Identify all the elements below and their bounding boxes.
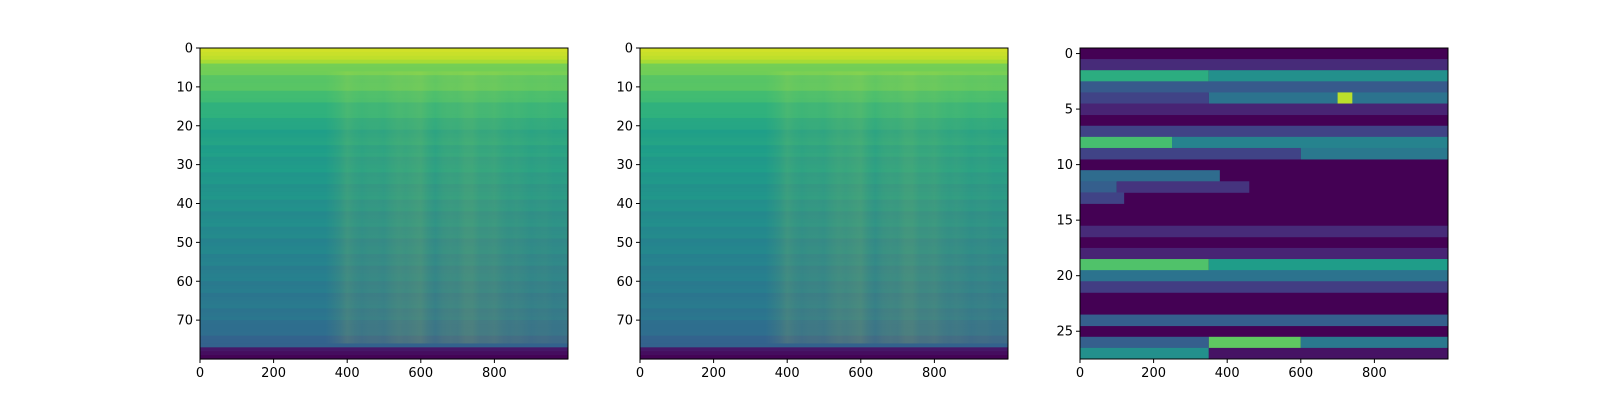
x-tick-label: 600 [408, 366, 433, 381]
heatmap-row-1-1 [200, 51, 568, 57]
heatmap-row-1-79 [200, 355, 568, 360]
heatmap-segment-3-19-1 [1208, 259, 1448, 271]
activity-overlay-1 [200, 71, 568, 344]
heatmap-segment-3-9-0 [1080, 147, 1301, 160]
heatmap-panel-1: 0 200 400 600 800 0 10 20 30 40 50 60 70 [176, 42, 569, 381]
y-tick-label: 70 [616, 314, 633, 329]
x-tick-label: 800 [922, 366, 947, 381]
y-tick-label: 20 [616, 119, 633, 134]
heatmap-row-1-77 [200, 347, 568, 352]
heatmap-segment-3-26-0 [1080, 336, 1209, 349]
heatmap-segment-3-11-0 [1080, 170, 1220, 182]
y-tick-label: 25 [1056, 325, 1073, 340]
heatmap-row-2-78 [640, 351, 1008, 356]
x-tick-label: 400 [775, 366, 800, 381]
heatmap-row-1-78 [200, 351, 568, 356]
y-tick-label: 50 [176, 236, 193, 251]
heatmap-segment-3-16-0 [1080, 225, 1448, 238]
heatmap-segment-3-27-1 [1208, 347, 1448, 360]
heatmap-segment-3-4-2 [1337, 92, 1353, 104]
y-tick-label: 10 [176, 80, 193, 95]
heatmap-panel-3: 0 200 400 600 800 0 5 10 15 20 25 [1056, 47, 1449, 381]
x-tick-label: 600 [1288, 366, 1313, 381]
heatmap-segment-3-27-0 [1080, 347, 1209, 360]
heatmap-segment-3-1-0 [1080, 59, 1448, 71]
heatmap-segment-3-2-1 [1208, 70, 1448, 82]
y-tick-label: 50 [616, 236, 633, 251]
heatmap-row-2-2 [640, 55, 1008, 61]
x-tick-label: 0 [636, 366, 644, 381]
heatmap-row-2-3 [640, 59, 1008, 65]
y-tick-label: 70 [176, 314, 193, 329]
heatmap-segment-3-4-0 [1080, 92, 1209, 104]
y-tick-label: 0 [185, 42, 193, 57]
heatmap-row-2-4 [640, 63, 1008, 69]
heatmap-segment-3-12-0 [1080, 181, 1117, 193]
y-tick-label: 20 [176, 119, 193, 134]
heatmap-row-2-79 [640, 355, 1008, 360]
y-tick-label: 5 [1065, 103, 1073, 118]
y-tick-label: 10 [616, 80, 633, 95]
heatmap-row-1-5 [200, 67, 568, 72]
x-tick-label: 800 [1362, 366, 1387, 381]
y-tick-label: 30 [176, 158, 193, 173]
heatmap-row-2-0 [640, 48, 1008, 53]
heatmap-segment-3-26-1 [1208, 336, 1301, 349]
heatmap-segment-3-4-1 [1208, 92, 1448, 104]
heatmap-segment-3-19-0 [1080, 259, 1209, 271]
y-tick-label: 60 [616, 275, 633, 290]
x-tick-label: 400 [335, 366, 360, 381]
heatmap-row-2-1 [640, 51, 1008, 57]
heatmap-row-1-4 [200, 63, 568, 69]
heatmap-segment-3-13-0 [1080, 192, 1125, 204]
y-tick-label: 0 [1065, 47, 1073, 62]
y-tick-label: 40 [616, 197, 633, 212]
heatmap-row-1-0 [200, 48, 568, 53]
heatmap-row-1-76 [200, 343, 568, 348]
heatmap-row-2-76 [640, 343, 1008, 348]
activity-overlay-2 [640, 71, 1008, 344]
heatmap-segment-3-8-0 [1080, 136, 1172, 149]
heatmap-segment-3-7-0 [1080, 125, 1448, 138]
heatmap-segment-3-26-2 [1300, 336, 1448, 349]
x-tick-label: 400 [1215, 366, 1240, 381]
y-tick-label: 10 [1056, 158, 1073, 173]
heatmap-segment-3-2-0 [1080, 70, 1209, 82]
heatmap-row-2-77 [640, 347, 1008, 352]
x-tick-label: 0 [1076, 366, 1084, 381]
heatmap-segment-3-8-1 [1172, 136, 1448, 149]
x-tick-label: 200 [1141, 366, 1166, 381]
axes-frame-3 [1079, 47, 1449, 360]
heatmap-segment-3-3-0 [1080, 81, 1448, 93]
y-tick-label: 15 [1056, 214, 1073, 229]
x-tick-label: 200 [261, 366, 286, 381]
y-tick-label: 30 [616, 158, 633, 173]
heatmap-segment-3-18-0 [1080, 247, 1448, 260]
x-tick-label: 0 [196, 366, 204, 381]
y-tick-label: 60 [176, 275, 193, 290]
heatmap-row-1-2 [200, 55, 568, 61]
y-tick-label: 0 [625, 42, 633, 57]
heatmap-segment-3-24-0 [1080, 314, 1448, 327]
x-tick-label: 800 [482, 366, 507, 381]
heatmap-row-2-5 [640, 67, 1008, 72]
heatmap-segment-3-5-0 [1080, 103, 1448, 116]
heatmap-panel-2: 0 200 400 600 800 0 10 20 30 40 50 60 70 [616, 42, 1009, 381]
x-tick-label: 600 [848, 366, 873, 381]
y-tick-label: 20 [1056, 269, 1073, 284]
y-tick-label: 40 [176, 197, 193, 212]
heatmap-segment-3-9-1 [1300, 147, 1448, 160]
x-tick-label: 200 [701, 366, 726, 381]
heatmap-segment-3-12-1 [1116, 181, 1250, 193]
heatmap-segment-3-20-0 [1080, 270, 1448, 282]
heatmap-segment-3-21-0 [1080, 281, 1448, 293]
heatmap-row-1-3 [200, 59, 568, 65]
